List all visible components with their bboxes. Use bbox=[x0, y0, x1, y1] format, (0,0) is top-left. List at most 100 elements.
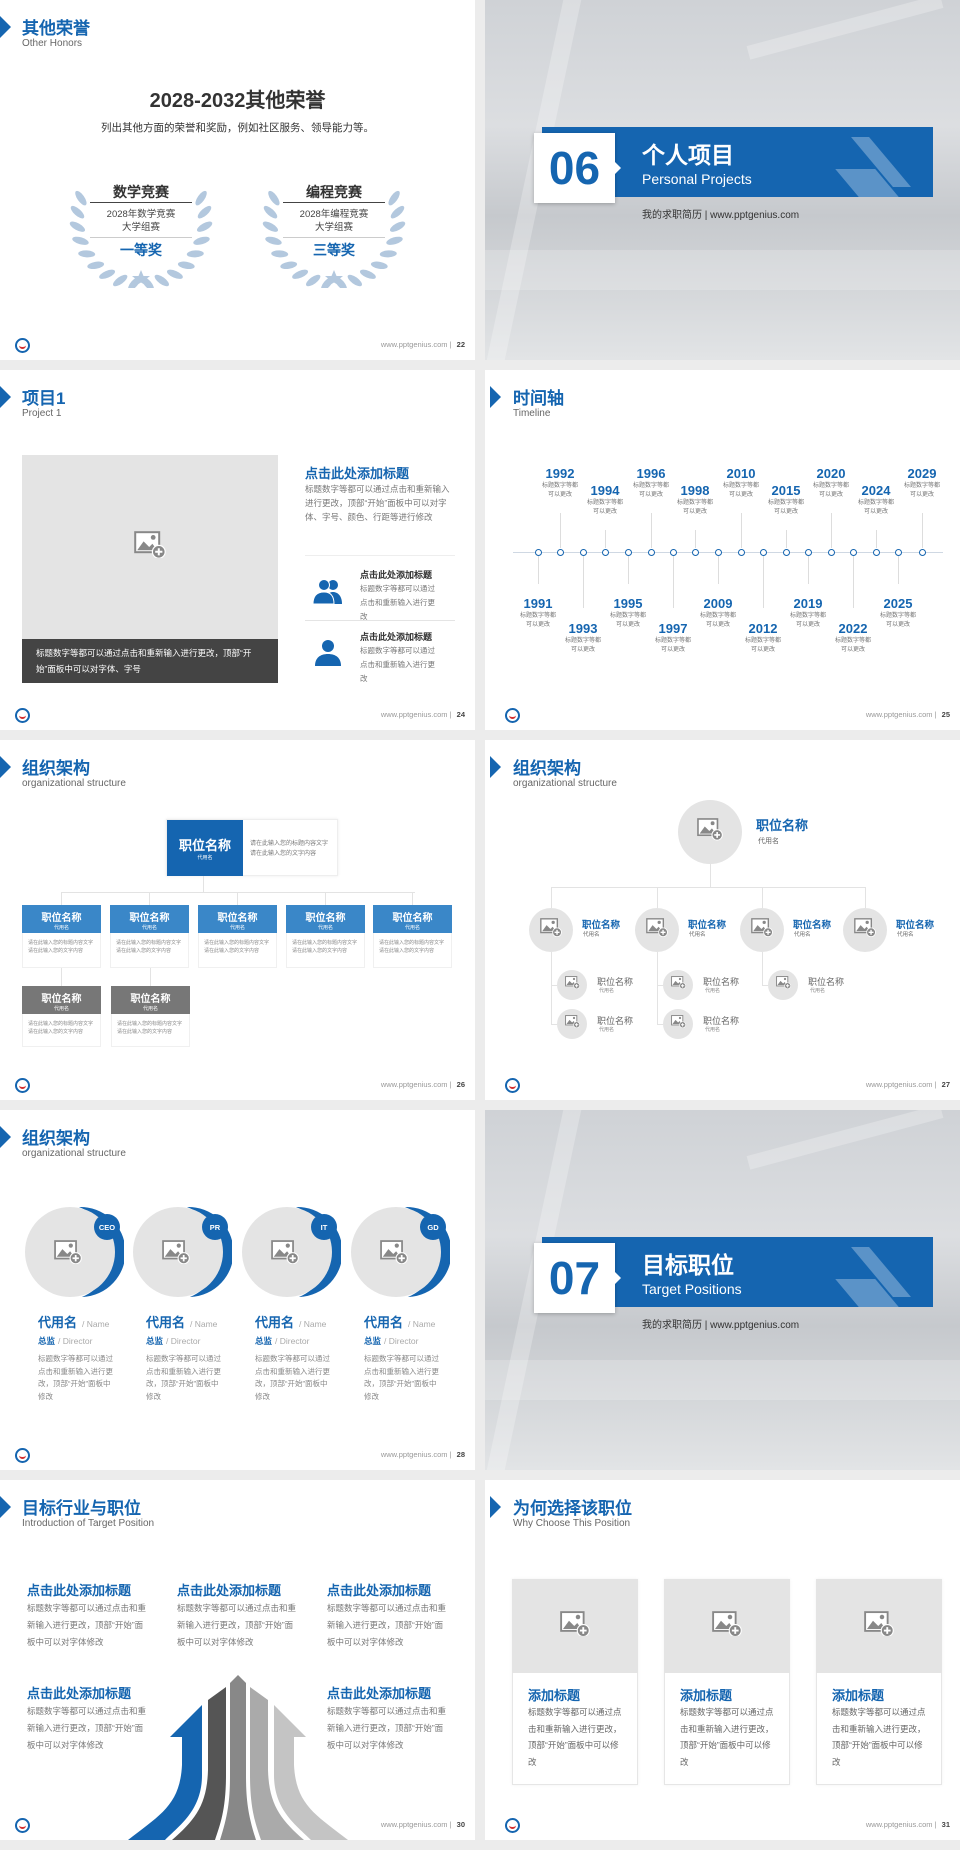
timeline-node[interactable] bbox=[759, 548, 767, 556]
image-placeholder[interactable] bbox=[664, 1579, 790, 1673]
member-role-en: / Director bbox=[58, 1336, 93, 1346]
section-tagline: 我的求职简历 | www.pptgenius.com bbox=[642, 210, 800, 221]
member-avatar[interactable]: PR bbox=[132, 1204, 234, 1300]
slide-org-structure-2[interactable]: 组织架构 organizational structure www.pptgen… bbox=[485, 740, 960, 1100]
timeline-desc: 标题数字等都 bbox=[812, 483, 849, 489]
avatar-placeholder[interactable] bbox=[663, 970, 693, 1000]
award-divider bbox=[283, 237, 385, 238]
position-card[interactable]: 职位名称 代用名 请在此输入您的标题内容文字请在此输入您的文字内容 bbox=[111, 986, 190, 1047]
page-number: 31 bbox=[941, 1820, 950, 1829]
timeline-event: 2019 标题数字等都 可以更改 bbox=[783, 596, 833, 630]
timeline-node[interactable] bbox=[691, 548, 699, 556]
slide-why-choose[interactable]: 为何选择该职位 Why Choose This Position www.ppt… bbox=[485, 1480, 960, 1840]
slide-project-1[interactable]: 项目1 Project 1 标题数字等都可以通过点击和重新输入进行更改，顶部“开… bbox=[0, 370, 475, 730]
timeline-node[interactable] bbox=[849, 548, 857, 556]
timeline-node[interactable] bbox=[918, 548, 926, 556]
reason-card[interactable]: 添加标题 标题数字等都可以通过点击和重新输入进行更改，顶部“开始”面板中可以修改 bbox=[816, 1579, 942, 1785]
image-add-icon bbox=[751, 918, 773, 942]
position-name: 职位名称 bbox=[597, 1016, 634, 1026]
avatar-placeholder[interactable] bbox=[663, 1009, 693, 1039]
position-name: 职位名称 bbox=[41, 994, 82, 1005]
image-placeholder[interactable] bbox=[512, 1579, 638, 1673]
position-card[interactable]: 职位名称 代用名 请在此输入您的标题内容文字请在此输入您的文字内容 bbox=[373, 905, 452, 968]
timeline-node[interactable] bbox=[647, 548, 655, 556]
slide-org-structure-1[interactable]: 组织架构 organizational structure 职位名称 代用名 请… bbox=[0, 740, 475, 1100]
member-role-en: / Director bbox=[166, 1336, 201, 1346]
timeline-node[interactable] bbox=[669, 548, 677, 556]
position-card[interactable]: 职位名称 代用名 请在此输入您的标题内容文字请在此输入您的文字内容 bbox=[286, 905, 365, 968]
image-add-icon bbox=[670, 976, 686, 994]
slide-section-07[interactable]: 07 目标职位 Target Positions 我的求职简历 | www.pp… bbox=[485, 1110, 960, 1470]
timeline-node[interactable] bbox=[579, 548, 587, 556]
timeline-node[interactable] bbox=[534, 548, 542, 556]
top-position-card[interactable]: 职位名称 代用名 请在此输入您的标题内容文字请在此输入您的文字内容 bbox=[166, 819, 338, 876]
section-tagline: 我的求职简历 | www.pptgenius.com bbox=[642, 1320, 800, 1331]
timeline-node[interactable] bbox=[782, 548, 790, 556]
timeline-year: 2022 bbox=[838, 621, 868, 636]
position-card[interactable]: 职位名称 代用名 请在此输入您的标题内容文字请在此输入您的文字内容 bbox=[110, 905, 189, 968]
member-name-en: / Name bbox=[190, 1319, 218, 1329]
timeline-node[interactable] bbox=[894, 548, 902, 556]
timeline-node[interactable] bbox=[624, 548, 632, 556]
award-prize: 三等奖 bbox=[313, 242, 355, 258]
logo-icon bbox=[15, 1818, 30, 1833]
avatar-placeholder[interactable] bbox=[557, 970, 587, 1000]
timeline-year: 2025 bbox=[883, 596, 913, 611]
timeline-desc: 可以更改 bbox=[909, 492, 934, 498]
member-role-en: / Director bbox=[384, 1336, 419, 1346]
member-role: 总监 / Director bbox=[38, 1331, 93, 1349]
footer: www.pptgenius.com | 31 bbox=[865, 1820, 950, 1829]
photo-background bbox=[485, 1360, 960, 1400]
image-placeholder[interactable] bbox=[22, 455, 278, 639]
block-text: 标题数字等都可以通过点击和重新输入进行更改，顶部“开始”面板中可以对字体修改 bbox=[327, 1603, 447, 1647]
timeline-desc: 标题数字等都 bbox=[722, 483, 759, 489]
member-avatar[interactable]: IT bbox=[241, 1204, 343, 1300]
slide-honors[interactable]: 其他荣誉 Other Honors 2028-2032其他荣誉 列出其他方面的荣… bbox=[0, 0, 475, 360]
avatar-placeholder[interactable] bbox=[529, 908, 573, 952]
connector-line bbox=[651, 513, 652, 548]
item-heading: 点击此处添加标题 bbox=[360, 632, 433, 642]
member-avatar[interactable]: CEO bbox=[24, 1204, 126, 1300]
block-text: 标题数字等都可以通过点击和重新输入进行更改，顶部“开始”面板中可以对字体修改 bbox=[27, 1603, 147, 1647]
position-card[interactable]: 职位名称 代用名 请在此输入您的标题内容文字请在此输入您的文字内容 bbox=[22, 986, 101, 1047]
position-desc: 请在此输入您的标题内容文字请在此输入您的文字内容 bbox=[379, 940, 445, 954]
reason-card[interactable]: 添加标题 标题数字等都可以通过点击和重新输入进行更改，顶部“开始”面板中可以修改 bbox=[512, 1579, 638, 1785]
position-name: 职位名称 bbox=[41, 913, 82, 924]
timeline-node[interactable] bbox=[827, 548, 835, 556]
slide-target-position[interactable]: 目标行业与职位 Introduction of Target Position … bbox=[0, 1480, 475, 1840]
avatar-placeholder[interactable] bbox=[768, 970, 798, 1000]
timeline-node[interactable] bbox=[556, 548, 564, 556]
slide-timeline[interactable]: 时间轴 Timeline www.pptgenius.com | 25 1991… bbox=[485, 370, 960, 730]
slide-section-06[interactable]: 06 个人项目 Personal Projects 我的求职简历 | www.p… bbox=[485, 0, 960, 360]
footer: www.pptgenius.com | 25 bbox=[865, 710, 950, 719]
member-avatar[interactable]: GD bbox=[350, 1204, 452, 1300]
timeline-node[interactable] bbox=[872, 548, 880, 556]
timeline-desc: 可以更改 bbox=[525, 622, 550, 628]
timeline-desc: 标题数字等都 bbox=[857, 500, 894, 506]
header-arrow-icon bbox=[0, 386, 11, 408]
position-header: 职位名称 代用名 bbox=[22, 905, 101, 933]
connector-line bbox=[61, 968, 62, 986]
member-role-cn: 总监 bbox=[255, 1336, 273, 1346]
connector-line bbox=[808, 556, 809, 584]
reason-card[interactable]: 添加标题 标题数字等都可以通过点击和重新输入进行更改，顶部“开始”面板中可以修改 bbox=[664, 1579, 790, 1785]
image-add-icon bbox=[564, 1015, 580, 1033]
position-card[interactable]: 职位名称 代用名 请在此输入您的标题内容文字请在此输入您的文字内容 bbox=[198, 905, 277, 968]
logo-icon bbox=[15, 708, 30, 723]
avatar-placeholder[interactable] bbox=[740, 908, 784, 952]
card-text: 标题数字等都可以通过点击和重新输入进行更改，顶部“开始”面板中可以修改 bbox=[528, 1707, 622, 1767]
avatar-placeholder[interactable] bbox=[843, 908, 887, 952]
avatar-placeholder[interactable] bbox=[678, 800, 742, 864]
slide-org-structure-3[interactable]: 组织架构 organizational structure www.pptgen… bbox=[0, 1110, 475, 1470]
timeline-node[interactable] bbox=[714, 548, 722, 556]
position-alias: 代用名 bbox=[404, 925, 420, 931]
avatar-placeholder[interactable] bbox=[557, 1009, 587, 1039]
header-arrow-icon bbox=[0, 16, 11, 38]
position-alias: 代用名 bbox=[689, 932, 706, 938]
position-card[interactable]: 职位名称 代用名 请在此输入您的标题内容文字请在此输入您的文字内容 bbox=[22, 905, 101, 968]
timeline-node[interactable] bbox=[601, 548, 609, 556]
image-placeholder[interactable] bbox=[816, 1579, 942, 1673]
timeline-node[interactable] bbox=[804, 548, 812, 556]
avatar-placeholder[interactable] bbox=[635, 908, 679, 952]
timeline-node[interactable] bbox=[737, 548, 745, 556]
